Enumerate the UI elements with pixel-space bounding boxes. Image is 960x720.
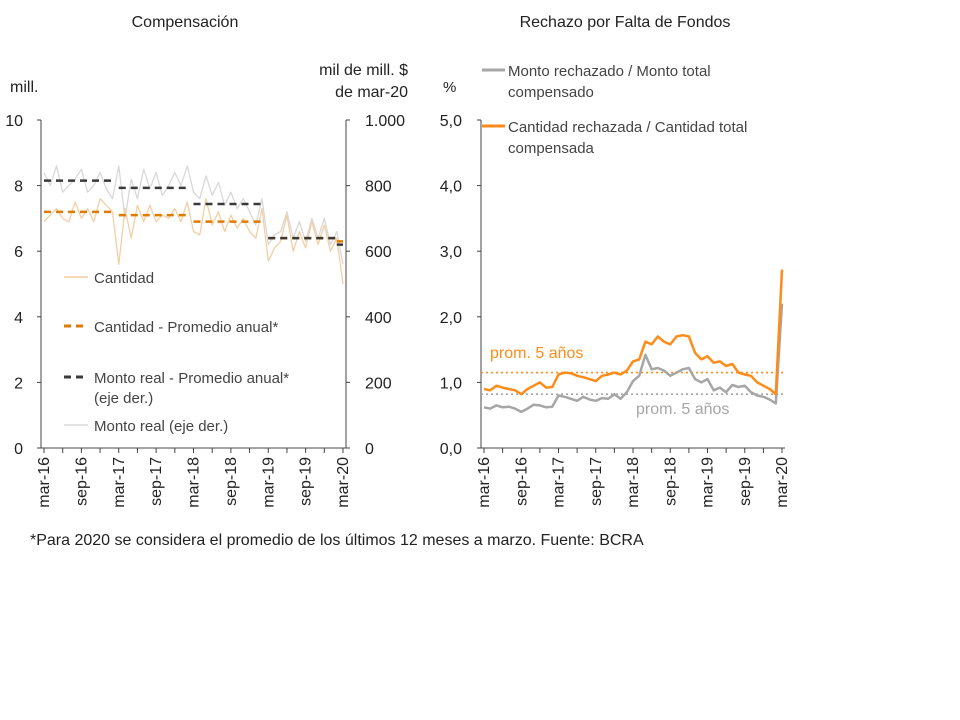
right-y-tick-label: 200 <box>365 375 392 392</box>
right-x-tick-label: sep-16 <box>513 457 530 506</box>
legend-label-cantidad: Cantidad <box>94 270 154 287</box>
left-y-tick-label: 8 <box>14 179 23 196</box>
left-y-tick-label: 6 <box>14 244 23 261</box>
legend-label-cantidad-promedio: Cantidad - Promedio anual* <box>94 319 278 336</box>
right-y-tick-label: 0 <box>365 441 374 458</box>
right-chart-title: Rechazo por Falta de Fondos <box>520 14 731 31</box>
legend-item-monto: Monto real (eje der.) <box>64 418 228 435</box>
right-x-tick-label: mar-17 <box>551 457 568 508</box>
left-y-tick-label: 2 <box>14 375 23 392</box>
legend-label-monto-rechazado-line2: compensado <box>508 84 594 101</box>
legend-item-monto-rechazado: Monto rechazado / Monto total compensado <box>482 63 711 101</box>
right-chart-y-axis-label: % <box>443 79 456 96</box>
left-x-tick-label: mar-19 <box>260 457 277 508</box>
legend-item-cantidad-promedio: Cantidad - Promedio anual* <box>64 319 278 336</box>
right-chart-y-tick-label: 2,0 <box>440 310 462 327</box>
cantidad-line <box>43 198 344 285</box>
avg-label-cantidad: prom. 5 años <box>490 345 583 362</box>
right-x-tick-label: mar-18 <box>625 457 642 508</box>
left-chart-x-ticks: mar-16 sep-16 mar-17 sep-17 mar-18 sep-18 mar-… <box>36 448 352 508</box>
right-y-tick-label: 600 <box>365 244 392 261</box>
right-chart-y-tick-label: 5,0 <box>440 113 462 130</box>
right-chart-y-tick-label: 3,0 <box>440 244 462 261</box>
monto-real-line <box>43 165 344 265</box>
left-x-tick-label: sep-17 <box>148 457 165 506</box>
left-chart-title: Compensación <box>132 14 239 31</box>
legend-item-monto-promedio: Monto real - Promedio anual* (eje der.) <box>64 370 289 407</box>
left-chart-legend: Cantidad Cantidad - Promedio anual* Mont… <box>64 270 289 435</box>
right-x-tick-label: mar-16 <box>476 457 493 508</box>
footnote: *Para 2020 se considera el promedio de l… <box>30 532 644 549</box>
legend-label-cantidad-rechazada: Cantidad rechazada / Cantidad total <box>508 119 747 136</box>
left-chart-y-ticks-right: 0 200 400 600 800 1.000 <box>346 113 405 458</box>
legend-item-cantidad-rechazada: Cantidad rechazada / Cantidad total comp… <box>482 119 747 157</box>
right-chart-y-tick-label: 1,0 <box>440 375 462 392</box>
left-chart-series <box>43 165 344 285</box>
right-y-tick-label: 1.000 <box>365 113 405 130</box>
legend-label-monto-promedio: Monto real - Promedio anual* <box>94 370 289 387</box>
left-x-tick-label: mar-17 <box>111 457 128 508</box>
right-chart-y-ticks: 0,0 1,0 2,0 3,0 4,0 5,0 <box>440 113 481 458</box>
right-chart-y-tick-label: 4,0 <box>440 179 462 196</box>
avg-label-monto: prom. 5 años <box>636 401 729 418</box>
right-y-tick-label: 800 <box>365 179 392 196</box>
legend-item-cantidad: Cantidad <box>64 270 154 287</box>
left-chart-y-ticks-left: 0 2 4 6 8 10 <box>5 113 41 458</box>
legend-label-monto-promedio-line2: (eje der.) <box>94 390 153 407</box>
right-chart-x-ticks: mar-16 sep-16 mar-17 sep-17 mar-18 sep-18 mar-… <box>476 448 791 508</box>
right-x-tick-label: sep-19 <box>737 457 754 506</box>
right-chart-series <box>481 269 785 414</box>
left-x-tick-label: sep-18 <box>223 457 240 506</box>
left-x-tick-label: sep-16 <box>73 457 90 506</box>
right-x-tick-label: sep-18 <box>662 457 679 506</box>
left-y-axis-label: mill. <box>10 79 38 96</box>
right-x-tick-label: mar-20 <box>774 457 791 508</box>
left-x-tick-label: mar-16 <box>36 457 53 508</box>
right-chart-legend: Monto rechazado / Monto total compensado… <box>482 63 747 157</box>
left-x-tick-label: mar-20 <box>335 457 352 508</box>
left-x-tick-label: sep-19 <box>298 457 315 506</box>
legend-label-monto-rechazado: Monto rechazado / Monto total <box>508 63 711 80</box>
left-x-tick-label: mar-18 <box>186 457 203 508</box>
left-y-tick-label: 4 <box>14 310 23 327</box>
right-y-axis-label-line2: de mar-20 <box>335 84 408 101</box>
monto-rechazado-line <box>483 303 784 414</box>
left-y-tick-label: 0 <box>14 441 23 458</box>
legend-label-monto: Monto real (eje der.) <box>94 418 228 435</box>
right-x-tick-label: sep-17 <box>588 457 605 506</box>
left-y-tick-label: 10 <box>5 113 23 130</box>
right-x-tick-label: mar-19 <box>700 457 717 508</box>
right-y-axis-label-line1: mil de mill. $ <box>319 62 408 79</box>
right-y-tick-label: 400 <box>365 310 392 327</box>
right-chart-y-tick-label: 0,0 <box>440 441 462 458</box>
cantidad-rechazada-line <box>483 269 784 396</box>
legend-label-cantidad-rechazada-line2: compensada <box>508 140 595 157</box>
